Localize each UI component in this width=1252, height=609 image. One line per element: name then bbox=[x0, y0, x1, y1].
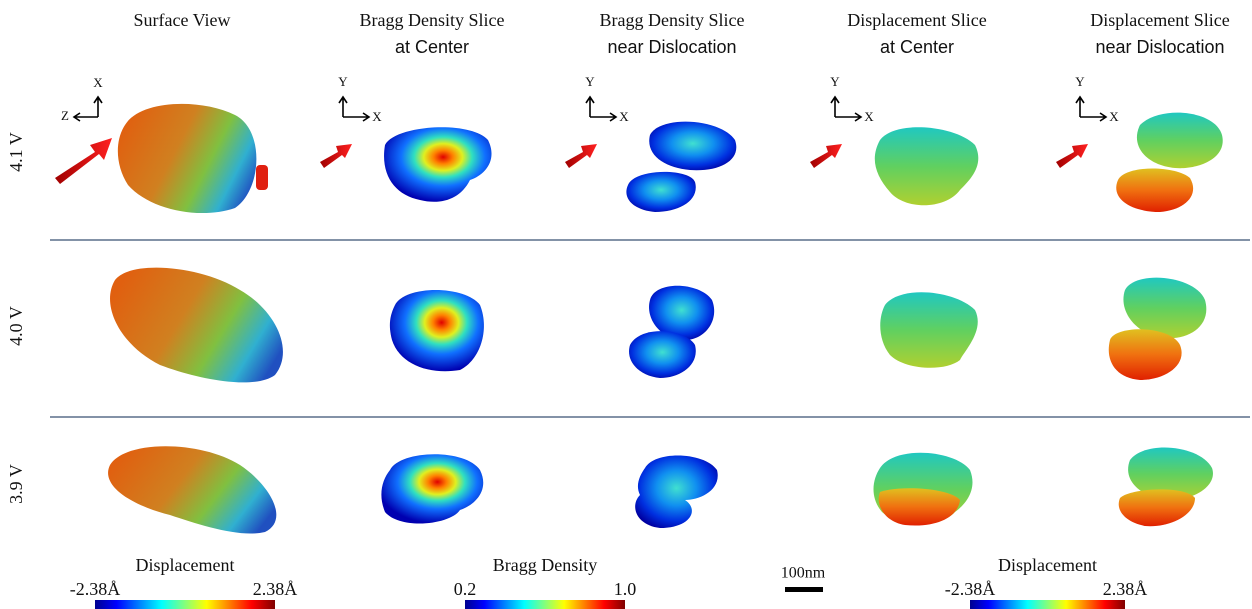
column-header: near Dislocation bbox=[1095, 37, 1224, 57]
axis-label: Y bbox=[585, 74, 595, 89]
scale-bar-label: 100nm bbox=[781, 565, 826, 582]
column-header: Bragg Density Slice bbox=[600, 10, 745, 30]
column-header: Bragg Density Slice bbox=[360, 10, 505, 30]
axis-line bbox=[586, 97, 616, 121]
scale-bar bbox=[785, 587, 823, 592]
column-header: Surface View bbox=[133, 10, 230, 30]
row-label: 4.1 V bbox=[6, 132, 26, 172]
axis-line bbox=[831, 97, 861, 121]
axis-label: Z bbox=[61, 108, 69, 123]
colorbar-title: Bragg Density bbox=[493, 555, 597, 575]
axis-label: Y bbox=[830, 74, 840, 89]
axis-label: X bbox=[619, 109, 629, 124]
colorbar-title: Displacement bbox=[998, 555, 1097, 575]
axis-line bbox=[339, 97, 369, 121]
axis-label: X bbox=[372, 109, 382, 124]
colorbar-max: 2.38Å bbox=[1103, 579, 1148, 599]
axis-line bbox=[74, 97, 102, 121]
column-header: at Center bbox=[880, 37, 954, 57]
axis-label: X bbox=[1109, 109, 1119, 124]
column-header: near Dislocation bbox=[607, 37, 736, 57]
colorbar-max: 1.0 bbox=[614, 579, 637, 599]
row-label: 3.9 V bbox=[6, 464, 26, 504]
row-label: 4.0 V bbox=[6, 306, 26, 346]
column-header: Displacement Slice bbox=[1090, 10, 1229, 30]
column-header: Displacement Slice bbox=[847, 10, 986, 30]
blobs bbox=[108, 104, 1223, 534]
axis-line bbox=[1076, 97, 1106, 121]
colorbar-max: 2.38Å bbox=[253, 579, 298, 599]
axis-label: Y bbox=[338, 74, 348, 89]
colorbar-min: 0.2 bbox=[454, 579, 477, 599]
figure: Surface View Bragg Density Slice at Center… bbox=[0, 0, 1252, 609]
axis-label: X bbox=[864, 109, 874, 124]
axis-label: X bbox=[93, 75, 103, 90]
colorbar-min: -2.38Å bbox=[70, 579, 121, 599]
colorbar-min: -2.38Å bbox=[945, 579, 996, 599]
colorbar-title: Displacement bbox=[136, 555, 235, 575]
column-header: at Center bbox=[395, 37, 469, 57]
axis-label: Y bbox=[1075, 74, 1085, 89]
